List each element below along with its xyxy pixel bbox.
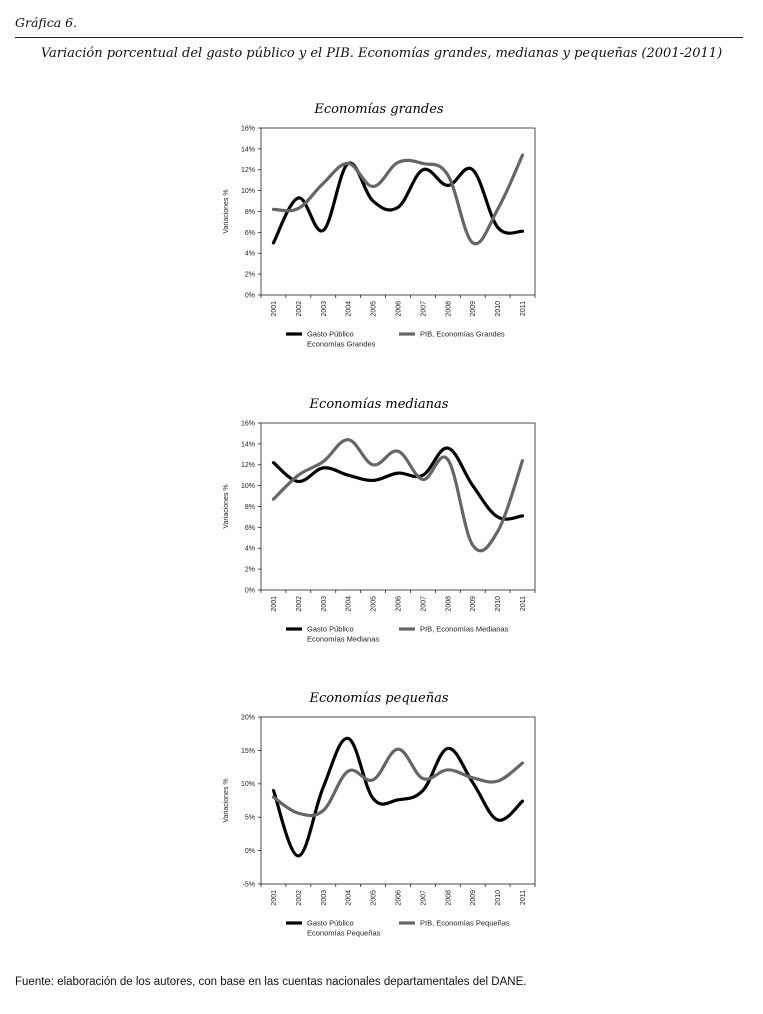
- chart-title: Economías medianas: [309, 397, 449, 412]
- x-tick-label: 2007: [420, 301, 427, 317]
- y-axis-label: Variaciones %: [223, 778, 230, 822]
- y-tick-label: 4%: [245, 251, 255, 258]
- chart-economias-medianas: Economías medianas Variaciones % 0% 2% 4% 6% 8…: [223, 397, 536, 644]
- chart-economias-pequenas: Economías pequeñas Variaciones % -5% 0% 5% 10…: [223, 691, 536, 938]
- series-line-pib: [271, 153, 525, 246]
- y-tick-label: 16%: [241, 125, 255, 132]
- y-tick-label: 20%: [241, 714, 255, 721]
- x-tick-label: 2008: [445, 301, 452, 317]
- x-tick-label: 2005: [371, 301, 378, 317]
- x-tick-label: 2004: [346, 301, 353, 317]
- y-tick-label: 10%: [241, 188, 255, 195]
- y-tick-label: 10%: [241, 781, 255, 788]
- series-line-pib: [271, 438, 525, 553]
- x-tick-label: 2009: [470, 596, 477, 612]
- y-tick-label: 14%: [241, 146, 255, 153]
- x-tick-label: 2005: [371, 596, 378, 612]
- x-tick-label: 2011: [520, 301, 527, 316]
- header-divider: [15, 37, 743, 38]
- series-line-gasto-publico: [271, 446, 525, 521]
- x-tick-label: 2005: [371, 890, 378, 906]
- x-tick-label: 2007: [420, 890, 427, 906]
- legend-label: PIB, Economías Pequeñas: [420, 919, 510, 928]
- series-line-pib: [271, 747, 525, 818]
- plot-area-frame: [260, 716, 536, 885]
- figure-title: Variación porcentual del gasto público y…: [40, 46, 723, 61]
- x-tick-label: 2010: [495, 596, 502, 612]
- x-tick-label: 2009: [470, 890, 477, 906]
- legend-label: Gasto Público: [307, 330, 354, 339]
- legend-label: PIB, Economías Medianas: [420, 625, 509, 634]
- y-tick-label: 16%: [241, 420, 255, 427]
- y-tick-label: 12%: [241, 167, 255, 174]
- x-tick-label: 2009: [470, 301, 477, 317]
- y-tick-label: -5%: [243, 881, 255, 888]
- legend-label: Economías Pequeñas: [307, 929, 381, 938]
- x-tick-label: 2006: [396, 890, 403, 906]
- y-tick-label: 2%: [245, 272, 255, 279]
- series-line-gasto-publico: [271, 161, 525, 245]
- x-tick-label: 2007: [420, 596, 427, 612]
- plot-area-frame: [260, 422, 536, 591]
- y-tick-label: 0%: [245, 848, 255, 855]
- x-tick-label: 2003: [321, 596, 328, 612]
- chart-title: Economías pequeñas: [308, 691, 448, 706]
- source-note: Fuente: elaboración de los autores, con …: [15, 976, 527, 988]
- x-tick-label: 2006: [396, 301, 403, 317]
- y-tick-label: 0%: [245, 292, 255, 299]
- x-tick-label: 2008: [445, 596, 452, 612]
- x-tick-label: 2004: [346, 596, 353, 612]
- y-tick-label: 14%: [241, 441, 255, 448]
- y-axis-label: Variaciones %: [223, 484, 230, 528]
- x-tick-label: 2003: [321, 890, 328, 906]
- y-tick-label: 15%: [241, 748, 255, 755]
- chart-title: Economías grandes: [313, 102, 444, 117]
- x-tick-label: 2002: [296, 301, 303, 317]
- x-tick-label: 2004: [346, 890, 353, 906]
- x-tick-label: 2002: [296, 890, 303, 906]
- x-tick-label: 2011: [520, 890, 527, 905]
- legend-label: Economías Grandes: [307, 340, 376, 349]
- y-tick-label: 6%: [245, 525, 255, 532]
- y-tick-label: 6%: [245, 230, 255, 237]
- y-tick-label: 8%: [245, 504, 255, 511]
- x-tick-label: 2001: [271, 301, 278, 317]
- legend-label: Economías Medianas: [307, 635, 379, 644]
- y-tick-label: 2%: [245, 567, 255, 574]
- x-tick-label: 2008: [445, 890, 452, 906]
- chart-economias-grandes: Economías grandes Variaciones % 0% 2% 4% 6% 8%…: [223, 102, 536, 349]
- y-tick-label: 5%: [245, 815, 255, 822]
- figure-label: Gráfica 6.: [15, 15, 78, 30]
- plot-area-frame: [260, 127, 536, 296]
- x-tick-label: 2002: [296, 596, 303, 612]
- x-tick-label: 2003: [321, 301, 328, 317]
- legend-label: PIB, Economías Grandes: [420, 330, 505, 339]
- series-line-gasto-publico: [271, 736, 525, 858]
- y-tick-label: 10%: [241, 483, 255, 490]
- y-axis-label: Variaciones %: [223, 189, 230, 233]
- y-tick-label: 4%: [245, 546, 255, 553]
- x-tick-label: 2001: [271, 596, 278, 612]
- x-tick-label: 2006: [396, 596, 403, 612]
- legend-label: Gasto Público: [307, 625, 354, 634]
- x-tick-label: 2010: [495, 301, 502, 317]
- legend-label: Gasto Público: [307, 919, 354, 928]
- x-tick-label: 2011: [520, 596, 527, 611]
- y-tick-label: 12%: [241, 462, 255, 469]
- x-tick-label: 2010: [495, 890, 502, 906]
- y-tick-label: 8%: [245, 209, 255, 216]
- x-tick-label: 2001: [271, 890, 278, 906]
- y-tick-label: 0%: [245, 587, 255, 594]
